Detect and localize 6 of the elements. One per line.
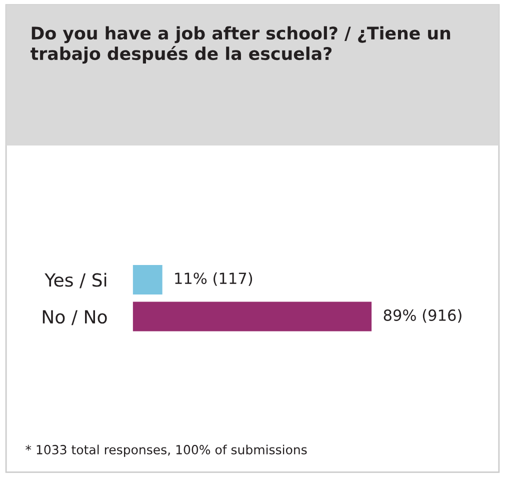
y-tick-label: No / No	[42, 310, 107, 326]
data-label: 11% (117)	[175, 272, 252, 286]
chart-title: Do you have a job after school? / ¿Tiene un trabajo después de la escuela?	[30, 26, 450, 64]
y-tick-label: Yes / Si	[44, 272, 106, 288]
text: * 1033 total responses, 100% of submissions	[26, 444, 307, 457]
data-label: 89% (916)	[384, 309, 462, 323]
